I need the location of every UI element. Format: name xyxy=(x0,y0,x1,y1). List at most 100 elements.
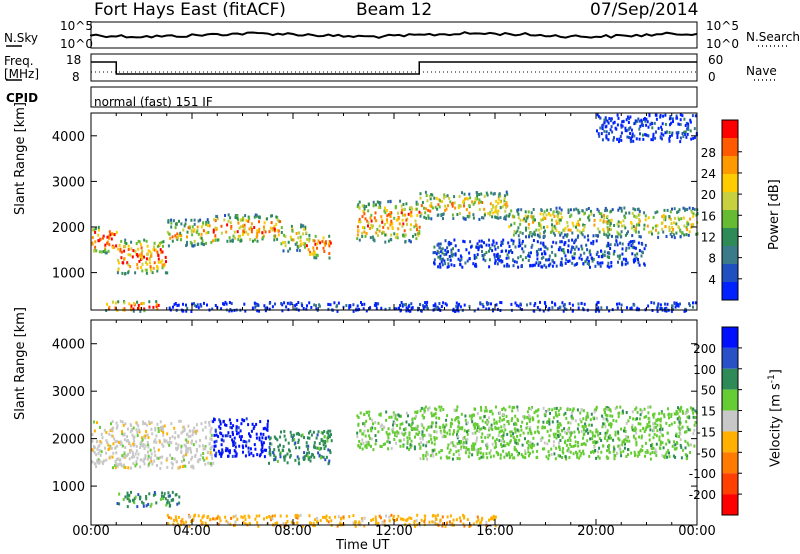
data-pixel xyxy=(503,199,506,203)
data-pixel xyxy=(679,136,682,140)
data-pixel xyxy=(557,433,559,437)
data-pixel xyxy=(664,225,667,229)
data-pixel xyxy=(357,522,360,526)
data-pixel xyxy=(500,445,503,448)
data-pixel xyxy=(161,250,164,254)
data-pixel xyxy=(645,426,648,429)
data-pixel xyxy=(636,454,639,458)
data-pixel xyxy=(541,436,544,440)
data-pixel xyxy=(446,456,449,460)
data-pixel xyxy=(499,411,501,415)
data-pixel xyxy=(476,412,479,416)
data-pixel xyxy=(177,303,180,307)
data-pixel xyxy=(580,451,583,455)
data-pixel xyxy=(525,426,528,430)
data-pixel xyxy=(254,238,256,242)
data-pixel xyxy=(532,208,535,211)
data-pixel xyxy=(685,135,688,139)
data-pixel xyxy=(494,210,497,214)
data-pixel xyxy=(195,440,198,444)
data-pixel xyxy=(603,422,606,426)
data-pixel xyxy=(602,228,605,232)
data-pixel xyxy=(595,239,598,243)
data-pixel xyxy=(497,257,499,261)
data-pixel xyxy=(408,239,411,242)
data-pixel xyxy=(368,410,371,414)
data-pixel xyxy=(435,452,438,456)
data-pixel xyxy=(592,240,595,243)
data-pixel xyxy=(269,442,272,446)
data-pixel xyxy=(122,423,125,427)
data-pixel xyxy=(595,440,598,444)
data-pixel xyxy=(479,416,482,420)
data-pixel xyxy=(455,408,458,412)
data-pixel xyxy=(99,237,102,241)
data-pixel xyxy=(689,118,692,122)
data-pixel xyxy=(607,241,610,245)
data-pixel xyxy=(442,425,445,429)
data-pixel xyxy=(687,125,690,129)
data-pixel xyxy=(436,249,439,253)
data-pixel xyxy=(680,217,683,221)
data-pixel xyxy=(480,239,483,243)
data-pixel xyxy=(161,497,164,500)
data-pixel xyxy=(358,238,361,242)
data-pixel xyxy=(124,495,127,499)
data-pixel xyxy=(139,255,142,259)
data-pixel xyxy=(415,200,418,204)
data-pixel xyxy=(625,411,628,414)
data-pixel xyxy=(298,433,301,436)
data-pixel xyxy=(448,242,451,246)
data-pixel xyxy=(239,218,242,222)
power-ytick-label: 1000 xyxy=(52,267,85,282)
data-pixel xyxy=(452,444,455,448)
data-pixel xyxy=(357,444,360,447)
data-pixel xyxy=(254,213,257,217)
data-pixel xyxy=(284,454,287,458)
data-pixel xyxy=(508,214,510,218)
data-pixel xyxy=(446,414,449,418)
data-pixel xyxy=(466,437,469,441)
data-pixel xyxy=(591,431,594,435)
data-pixel xyxy=(642,133,644,137)
data-pixel xyxy=(543,234,546,238)
data-pixel xyxy=(589,429,592,433)
data-pixel xyxy=(324,516,327,520)
data-pixel xyxy=(112,300,114,304)
data-pixel xyxy=(152,248,155,252)
data-pixel xyxy=(274,457,277,461)
data-pixel xyxy=(407,305,410,308)
data-pixel xyxy=(486,193,489,197)
data-pixel xyxy=(612,438,615,442)
data-pixel xyxy=(189,446,192,450)
data-pixel xyxy=(126,497,129,501)
data-pixel xyxy=(183,224,186,228)
data-pixel xyxy=(220,231,223,235)
data-pixel xyxy=(259,452,262,456)
data-pixel xyxy=(156,266,159,270)
data-pixel xyxy=(139,497,141,501)
data-pixel xyxy=(270,221,273,225)
x-tick-label: 00:00 xyxy=(678,524,715,539)
data-pixel xyxy=(126,491,129,495)
data-pixel xyxy=(573,256,576,260)
data-pixel xyxy=(561,263,564,267)
data-pixel xyxy=(643,211,646,215)
data-pixel xyxy=(117,267,120,271)
data-pixel xyxy=(406,439,409,443)
data-pixel xyxy=(525,228,527,232)
data-pixel xyxy=(434,412,437,416)
data-pixel xyxy=(229,239,232,243)
data-pixel xyxy=(507,256,510,260)
data-pixel xyxy=(123,241,126,245)
data-pixel xyxy=(414,427,417,431)
data-pixel xyxy=(545,455,548,459)
data-pixel xyxy=(294,242,297,246)
data-pixel xyxy=(480,245,483,249)
data-pixel xyxy=(181,517,184,521)
data-pixel xyxy=(584,260,587,264)
data-pixel xyxy=(133,302,135,305)
data-pixel xyxy=(533,230,536,234)
data-pixel xyxy=(412,427,415,431)
data-pixel xyxy=(295,307,298,311)
